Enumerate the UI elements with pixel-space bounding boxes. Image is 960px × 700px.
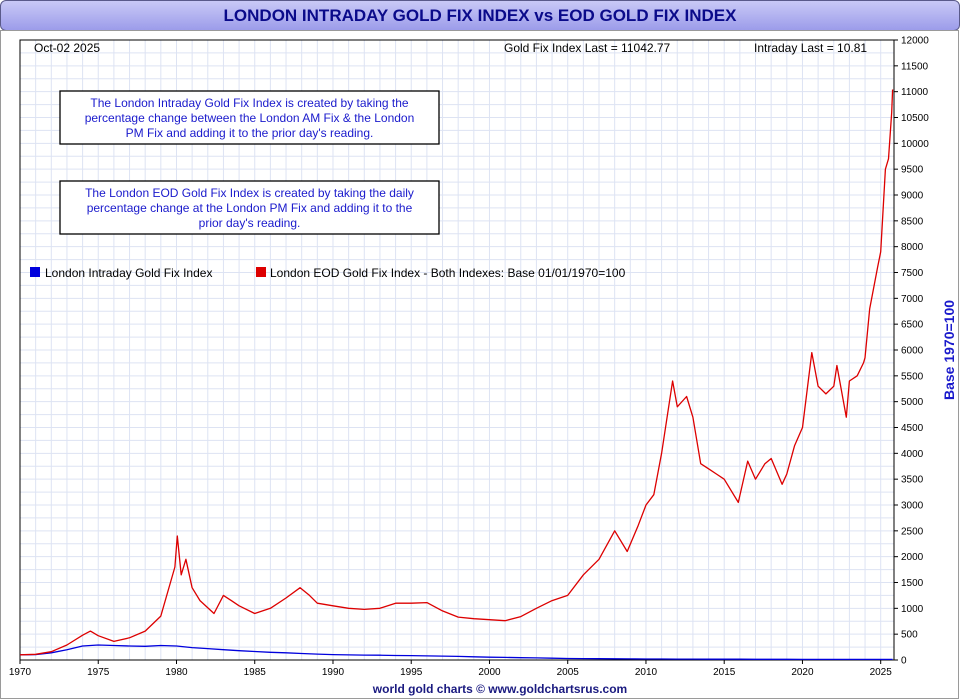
- eod-note-line-2: percentage change at the London PM Fix a…: [87, 201, 413, 215]
- intraday-note-line-1: The London Intraday Gold Fix Index is cr…: [90, 96, 409, 110]
- x-tick-label: 2020: [791, 667, 814, 678]
- eod-note-line-3: prior day's reading.: [199, 216, 301, 230]
- y-tick-label: 4000: [901, 449, 924, 460]
- legend-label-intraday: London Intraday Gold Fix Index: [45, 266, 212, 280]
- eod-note-frame: [59, 180, 440, 235]
- eod-series-line: [19, 89, 894, 656]
- intraday-note-line-3: PM Fix and adding it to the prior day's …: [126, 126, 374, 140]
- chart-canvas: 1970 1975 1980 1985 1990 1995 2000 2005 2010 2015…: [0, 30, 959, 699]
- series-layer: [19, 89, 894, 661]
- x-tick-label: 1980: [165, 667, 188, 678]
- x-axis: 1970 1975 1980 1985 1990 1995 2000 2005 2010 2015…: [9, 660, 892, 678]
- y-tick-label: 3000: [901, 501, 924, 512]
- y-tick-label: 4500: [901, 423, 924, 434]
- legend-label-eod: London EOD Gold Fix Index - Both Indexes…: [270, 266, 626, 280]
- y-tick-label: 7500: [901, 268, 924, 279]
- y-tick-label: 9500: [901, 165, 924, 176]
- intraday-note-line-2: percentage change between the London AM …: [85, 111, 415, 125]
- eod-note-box: The London EOD Gold Fix Index is created…: [59, 180, 440, 235]
- intraday-note-frame: [59, 90, 440, 145]
- y-tick-label: 2000: [901, 552, 924, 563]
- y-tick-label: 11000: [901, 87, 929, 98]
- x-tick-label: 2015: [713, 667, 736, 678]
- y-tick-label: 0: [901, 656, 907, 667]
- x-tick-label: 1970: [9, 667, 32, 678]
- y-tick-label: 1000: [901, 604, 924, 615]
- eod-note-line-1: The London EOD Gold Fix Index is created…: [85, 186, 414, 200]
- legend-swatch-eod: [256, 267, 266, 277]
- intraday-last: Intraday Last = 10.81: [754, 41, 867, 55]
- x-tick-label: 1995: [400, 667, 423, 678]
- y-tick-label: 500: [901, 630, 918, 641]
- x-tick-label: 2005: [557, 667, 580, 678]
- date-label: Oct-02 2025: [34, 41, 100, 55]
- y-tick-label: 2500: [901, 526, 924, 537]
- y-tick-label: 11500: [901, 61, 929, 72]
- footer-credit: world gold charts © www.goldchartsrus.co…: [372, 682, 627, 696]
- gold-fix-last: Gold Fix Index Last = 11042.77: [504, 41, 671, 55]
- y-tick-label: 8500: [901, 216, 924, 227]
- y-tick-label: 5000: [901, 397, 924, 408]
- intraday-note-box: The London Intraday Gold Fix Index is cr…: [59, 90, 440, 145]
- y-tick-label: 6500: [901, 320, 924, 331]
- y-tick-label: 10000: [901, 139, 929, 150]
- x-tick-label: 2025: [870, 667, 893, 678]
- y-tick-label: 7000: [901, 294, 924, 305]
- legend-swatch-intraday: [30, 267, 40, 277]
- x-tick-label: 2010: [635, 667, 658, 678]
- x-tick-label: 1990: [322, 667, 345, 678]
- y-tick-label: 12000: [901, 36, 929, 47]
- y-axis-label: Base 1970=100: [941, 300, 957, 400]
- chart-title: LONDON INTRADAY GOLD FIX INDEX vs EOD GO…: [0, 0, 960, 31]
- y-tick-label: 3500: [901, 475, 924, 486]
- y-axis: 0 500 1000 1500 2000 2500 3000 3500 4000 4500 5000…: [894, 36, 929, 667]
- y-tick-label: 1500: [901, 578, 924, 589]
- x-tick-label: 1985: [244, 667, 267, 678]
- y-tick-label: 10500: [901, 113, 929, 124]
- x-tick-label: 1975: [87, 667, 110, 678]
- x-tick-label: 2000: [478, 667, 501, 678]
- y-tick-label: 6000: [901, 346, 924, 357]
- intraday-series-line: [19, 644, 893, 661]
- y-tick-label: 5500: [901, 371, 924, 382]
- y-tick-label: 9000: [901, 191, 924, 202]
- legend: London Intraday Gold Fix Index London EO…: [30, 266, 626, 280]
- y-tick-label: 8000: [901, 242, 924, 253]
